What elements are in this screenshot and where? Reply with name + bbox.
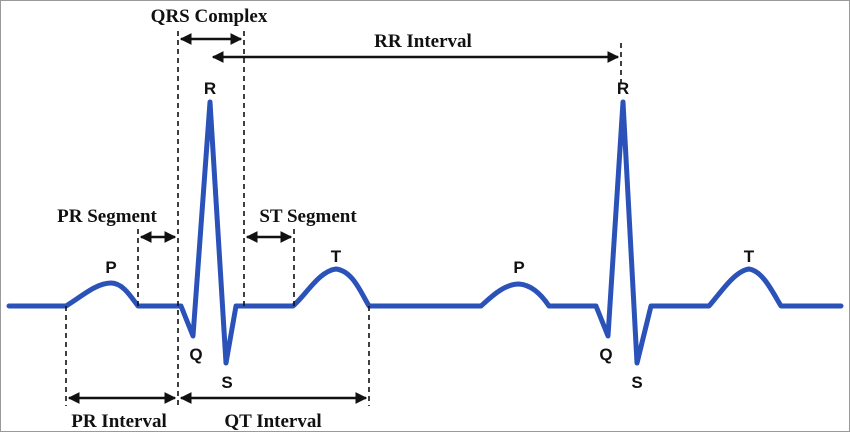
r-wave-label-1: R [204,79,216,98]
qrs-complex-label: QRS Complex [151,6,268,27]
st-segment-label: ST Segment [259,206,357,227]
s-wave-label-1: S [221,373,232,392]
qt-interval-label: QT Interval [224,411,321,432]
pr-segment-label: PR Segment [57,206,157,227]
p-wave-label-1: P [105,258,116,277]
q-wave-label-2: Q [599,345,612,364]
pr-interval-label: PR Interval [71,411,167,432]
s-wave-label-2: S [631,373,642,392]
rr-interval-label: RR Interval [374,31,472,52]
p-wave-label-2: P [513,258,524,277]
t-wave-label-2: T [744,247,755,266]
t-wave-label-1: T [331,247,342,266]
r-wave-label-2: R [617,79,629,98]
ecg-waveform [6,99,844,366]
q-wave-label-1: Q [189,345,202,364]
